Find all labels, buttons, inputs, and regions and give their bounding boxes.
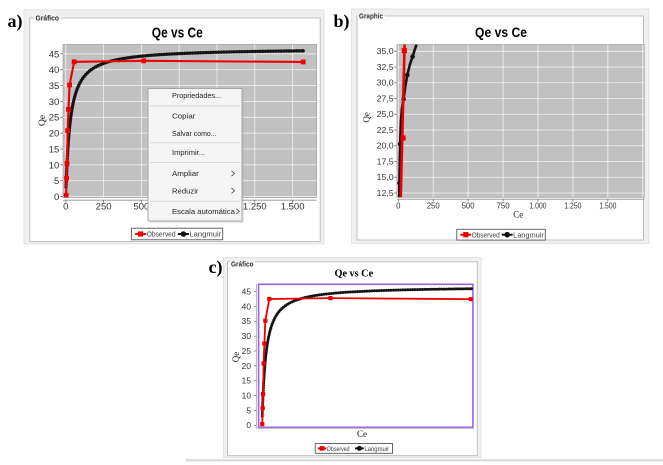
svg-text:0: 0 <box>54 192 59 203</box>
svg-text:250: 250 <box>427 201 441 210</box>
svg-text:12,5: 12,5 <box>377 189 394 198</box>
svg-text:Observed: Observed <box>472 230 500 239</box>
svg-text:b): b) <box>334 11 350 32</box>
svg-text:15: 15 <box>49 144 60 155</box>
svg-text:Qe: Qe <box>362 112 372 123</box>
svg-text:Qe vs Ce: Qe vs Ce <box>475 24 527 40</box>
svg-text:40: 40 <box>49 65 60 76</box>
svg-text:Qe vs Ce: Qe vs Ce <box>335 267 374 279</box>
svg-text:Ce: Ce <box>357 429 367 439</box>
svg-text:Gráfico: Gráfico <box>231 259 254 268</box>
svg-text:35,0: 35,0 <box>377 47 394 56</box>
svg-text:30: 30 <box>49 97 60 108</box>
svg-text:20,0: 20,0 <box>377 142 394 151</box>
svg-text:Qe vs Ce: Qe vs Ce <box>152 24 203 41</box>
svg-text:35: 35 <box>49 81 60 92</box>
svg-text:Ampliar: Ampliar <box>172 169 199 178</box>
svg-text:0: 0 <box>246 420 251 430</box>
svg-text:500: 500 <box>462 201 476 210</box>
svg-text:Salvar como...: Salvar como... <box>172 129 217 138</box>
svg-text:25,0: 25,0 <box>377 110 394 119</box>
svg-text:27,5: 27,5 <box>377 94 394 103</box>
svg-text:10: 10 <box>49 160 60 171</box>
svg-text:Observed: Observed <box>327 446 350 453</box>
svg-text:Ce: Ce <box>513 210 523 220</box>
svg-text:30,0: 30,0 <box>377 79 394 88</box>
svg-text:Graphic: Graphic <box>359 11 383 20</box>
svg-text:Qe: Qe <box>38 115 48 126</box>
svg-text:40: 40 <box>242 301 252 311</box>
svg-text:Observed: Observed <box>147 230 176 239</box>
svg-text:Imprimir...: Imprimir... <box>172 148 205 157</box>
svg-text:Gráfico: Gráfico <box>36 13 60 22</box>
svg-text:15: 15 <box>242 376 252 386</box>
svg-text:20: 20 <box>242 361 252 371</box>
svg-text:Langmuir: Langmuir <box>513 230 544 239</box>
svg-text:0: 0 <box>396 201 401 210</box>
svg-text:25: 25 <box>49 113 60 124</box>
svg-text:17,5: 17,5 <box>377 157 394 166</box>
svg-text:250: 250 <box>96 202 112 213</box>
svg-text:30: 30 <box>242 331 252 341</box>
svg-text:a): a) <box>8 11 23 32</box>
svg-text:750: 750 <box>497 201 511 210</box>
svg-text:Propriedades...: Propriedades... <box>172 91 221 100</box>
svg-text:Langmuir: Langmuir <box>189 230 221 239</box>
svg-text:10: 10 <box>242 391 252 401</box>
svg-text:c): c) <box>209 257 223 278</box>
svg-text:500: 500 <box>133 202 149 213</box>
svg-text:15,0: 15,0 <box>377 173 394 182</box>
svg-text:1.500: 1.500 <box>281 202 305 213</box>
svg-text:Qe: Qe <box>231 352 241 363</box>
svg-text:1.500: 1.500 <box>599 201 617 210</box>
svg-text:Escala automática: Escala automática <box>172 207 235 216</box>
svg-text:Langmuir: Langmuir <box>364 446 389 453</box>
svg-text:1.250: 1.250 <box>564 201 582 210</box>
svg-text:Reduzir: Reduzir <box>172 186 199 195</box>
svg-text:45: 45 <box>49 49 60 60</box>
svg-text:32,5: 32,5 <box>377 63 394 72</box>
svg-text:1.000: 1.000 <box>530 201 548 210</box>
svg-text:35: 35 <box>242 316 252 326</box>
svg-text:Copiar: Copiar <box>172 112 196 121</box>
svg-text:1.250: 1.250 <box>243 202 267 213</box>
svg-text:5: 5 <box>54 176 59 187</box>
svg-text:5: 5 <box>246 405 251 415</box>
svg-text:25: 25 <box>242 346 252 356</box>
svg-text:22,5: 22,5 <box>377 126 394 135</box>
svg-text:20: 20 <box>49 129 60 140</box>
svg-text:0: 0 <box>63 202 68 213</box>
svg-text:45: 45 <box>242 287 252 297</box>
